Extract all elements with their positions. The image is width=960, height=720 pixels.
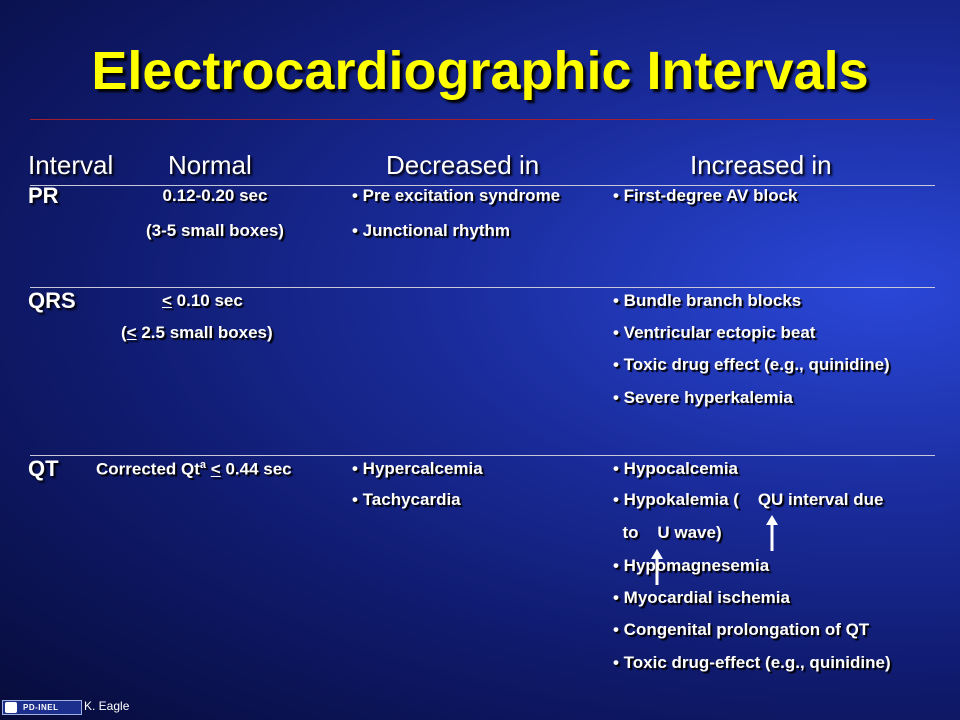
title-divider [30, 119, 935, 120]
slide-title: Electrocardiographic Intervals [91, 41, 869, 101]
qrs-normal-boxes-text: 2.5 small boxes) [136, 323, 273, 342]
row-divider-qt [30, 455, 935, 456]
qt-increased-item-continuation: to U wave) [613, 523, 722, 542]
qt-decreased-item: • Hypercalcemia [352, 459, 483, 478]
less-equal-symbol: < [162, 291, 172, 310]
row-divider-qrs [30, 287, 935, 288]
header-normal: Normal [168, 150, 252, 180]
qt-decreased-item: • Tachycardia [352, 490, 461, 509]
up-arrow-icon [651, 549, 663, 585]
qt-increased-item: • Hypokalemia ( QU interval due [613, 490, 884, 509]
qrs-normal-value-text: 0.10 sec [171, 291, 243, 310]
pr-decreased-item: • Pre excitation syndrome [352, 186, 561, 205]
row-label-pr: PR [28, 183, 59, 208]
less-equal-symbol: < [126, 323, 137, 342]
pr-decreased-item: • Junctional rhythm [352, 221, 511, 240]
header-increased: Increased in [690, 150, 832, 180]
pr-normal-value: 0.12-0.20 sec [162, 186, 268, 205]
qrs-normal-value: < 0.10 sec [162, 291, 243, 311]
license-badge-text: PD-INEL [23, 703, 59, 712]
license-icon [5, 702, 17, 713]
row-label-qt: QT [28, 456, 59, 481]
qrs-increased-item: • Severe hyperkalemia [613, 388, 793, 407]
author-credit: K. Eagle [84, 699, 130, 713]
row-label-qrs: QRS [28, 288, 76, 313]
qt-normal-value-text: 0.44 sec [220, 459, 292, 479]
qrs-normal-open: ( [121, 323, 127, 342]
less-equal-symbol: < [210, 459, 221, 479]
qt-increased-item: • Myocardial ischemia [613, 588, 790, 607]
qt-increased-item: • Congenital prolongation of QT [613, 620, 870, 639]
pr-normal-boxes: (3-5 small boxes) [146, 221, 284, 240]
qrs-increased-item: • Bundle branch blocks [613, 291, 802, 310]
qt-increased-item: • Hypocalcemia [613, 459, 739, 478]
header-decreased: Decreased in [386, 150, 540, 180]
qrs-increased-item: • Ventricular ectopic beat [613, 323, 816, 342]
qt-normal-prefix: Corrected Qt [96, 459, 200, 479]
row-divider-pr [30, 185, 935, 186]
up-arrow-icon [766, 515, 778, 551]
qrs-normal-boxes: (< 2.5 small boxes) [121, 323, 273, 343]
qt-normal-value: Corrected Qta < 0.44 sec [96, 459, 292, 480]
qt-footnote-marker: a [199, 459, 207, 471]
header-interval: Interval [28, 150, 114, 180]
qt-increased-item: • Hypomagnesemia [613, 556, 770, 575]
qrs-increased-item: • Toxic drug effect (e.g., quinidine) [613, 355, 890, 374]
qt-increased-item: • Toxic drug-effect (e.g., quinidine) [613, 653, 891, 672]
license-badge: PD-INEL [2, 700, 82, 715]
pr-increased-item: • First-degree AV block [613, 186, 798, 205]
